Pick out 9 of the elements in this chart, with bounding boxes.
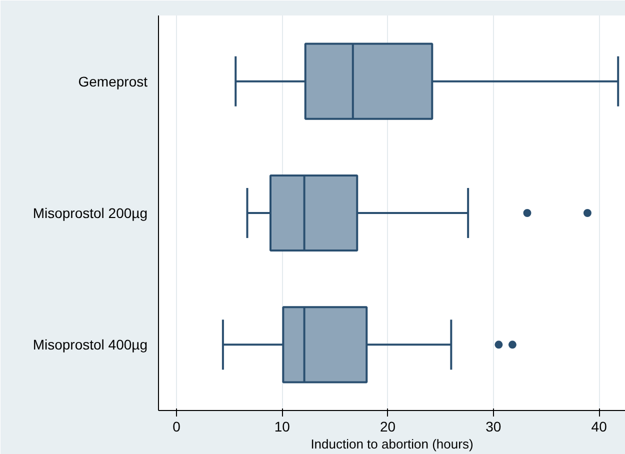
x-tick-label: 40 <box>591 418 608 434</box>
x-tick-label: 30 <box>486 418 502 434</box>
x-tick-label: 10 <box>274 418 290 434</box>
y-tick-label: Gemeprost <box>78 73 148 90</box>
y-tick-label: Misoprostol 200µg <box>32 205 148 221</box>
x-tick-label: 0 <box>172 418 181 434</box>
x-axis-title: Induction to abortion (hours) <box>310 436 474 452</box>
y-tick-label: Misoprostol 400µg <box>32 336 148 353</box>
x-tick-label: 20 <box>380 418 396 434</box>
